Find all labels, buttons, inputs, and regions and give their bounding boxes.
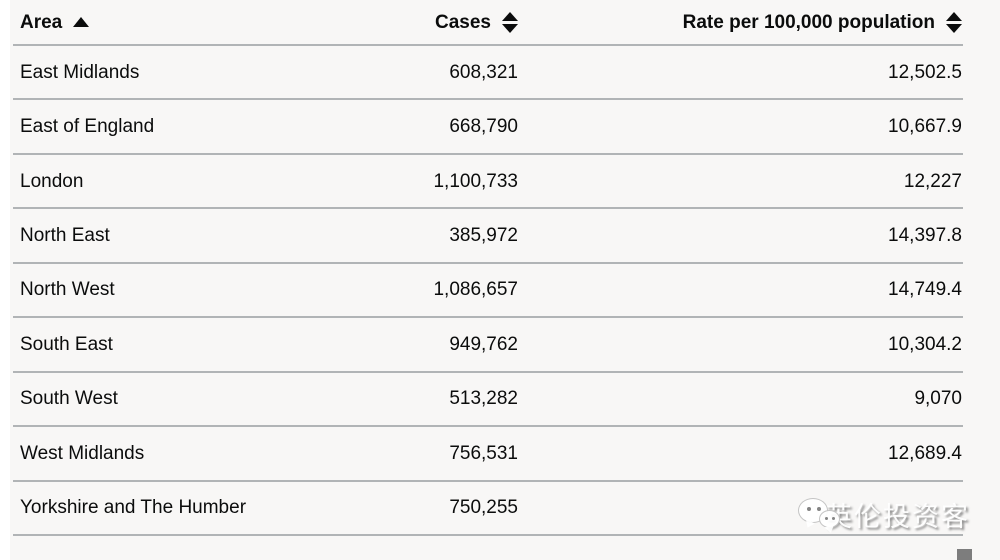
rate-cell: 14,397.8 — [888, 225, 962, 247]
rate-cell: 14,749.4 — [888, 279, 962, 301]
table-row: North West 1,086,657 14,749.4 — [13, 264, 963, 319]
area-cell: London — [20, 170, 84, 192]
rate-cell: 9,070 — [914, 388, 962, 410]
area-cell: East of England — [20, 116, 155, 138]
cases-cell: 513,282 — [449, 388, 518, 410]
column-header-area-label: Area — [20, 11, 63, 33]
rate-cell: 10,304.2 — [888, 333, 962, 355]
cases-cell: 1,100,733 — [433, 170, 518, 192]
area-cell: East Midlands — [20, 61, 140, 83]
cases-cell: 1,086,657 — [433, 279, 518, 301]
sort-both-directions-icon — [946, 11, 962, 33]
table-header-row: Area Cases Rate per 100,000 population — [13, 0, 963, 46]
area-cell: North East — [20, 225, 110, 247]
table-row: South West 513,282 9,070 — [13, 373, 963, 428]
table-row: East of England 668,790 10,667.9 — [13, 100, 963, 155]
table-row: London 1,100,733 12,227 — [13, 155, 963, 210]
area-cell: North West — [20, 279, 115, 301]
rate-cell: 12,689.4 — [888, 442, 962, 464]
rate-cell: 12,227 — [903, 170, 962, 192]
sort-ascending-icon — [73, 17, 90, 27]
regions-data-table: Area Cases Rate per 100,000 population E… — [13, 0, 963, 536]
table-row: North East 385,972 14,397.8 — [13, 209, 963, 264]
cases-cell: 756,531 — [449, 442, 518, 464]
cases-cell: 949,762 — [449, 333, 518, 355]
cases-cell: 608,321 — [449, 61, 518, 83]
column-header-cases: Cases — [318, 11, 518, 33]
area-cell: West Midlands — [20, 442, 145, 464]
column-header-area: Area — [13, 13, 318, 32]
table-row: South East 949,762 10,304.2 — [13, 318, 963, 373]
area-cell: South East — [20, 333, 113, 355]
table-row: East Midlands 608,321 12,502.5 — [13, 46, 963, 101]
column-header-rate: Rate per 100,000 population — [518, 11, 962, 33]
scrollbar-thumb[interactable] — [957, 549, 972, 560]
left-margin-strip — [0, 0, 10, 560]
sort-both-directions-icon — [502, 11, 518, 33]
table-row: West Midlands 756,531 12,689.4 — [13, 427, 963, 482]
cases-cell: 385,972 — [449, 225, 518, 247]
sort-by-cases-button[interactable]: Cases — [435, 11, 518, 33]
column-header-rate-label: Rate per 100,000 population — [682, 11, 935, 33]
column-header-cases-label: Cases — [435, 11, 491, 33]
cases-cell: 668,790 — [449, 116, 518, 138]
rate-cell: 12,502.5 — [888, 61, 962, 83]
area-cell: Yorkshire and The Humber — [20, 497, 247, 519]
rate-cell: 10,667.9 — [888, 116, 962, 138]
sort-by-area-button[interactable]: Area — [20, 11, 90, 33]
area-cell: South West — [20, 388, 118, 410]
table-row: Yorkshire and The Humber 750,255 — [13, 482, 963, 536]
sort-by-rate-button[interactable]: Rate per 100,000 population — [682, 11, 962, 33]
cases-cell: 750,255 — [449, 497, 518, 519]
